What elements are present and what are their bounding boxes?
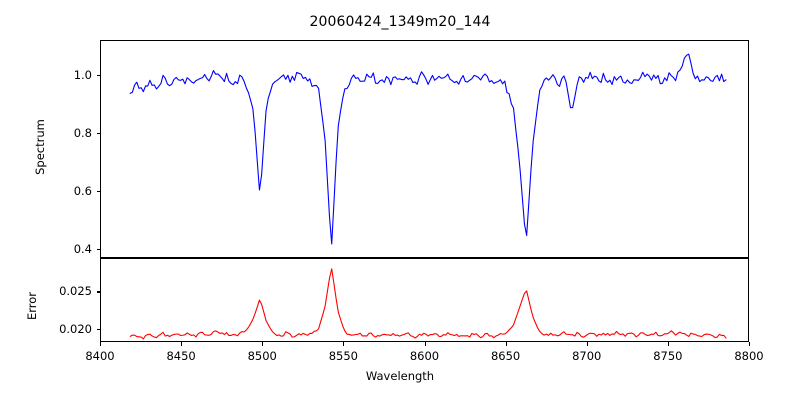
ytick-label: 0.020 [59,321,92,336]
ytick-mark [96,249,100,251]
error-axis-label: Error [25,291,39,321]
error-axes [100,258,749,342]
ytick-mark [96,291,100,293]
ytick-label: 0.8 [73,126,92,140]
ytick-mark [96,328,100,330]
figure-title: 20060424_1349m20_144 [309,14,491,30]
ytick-label: 0.6 [73,184,92,199]
ytick-mark [96,191,100,193]
xtick-mark [343,342,345,346]
error-plot-line [129,268,727,340]
xtick-label: 8450 [166,349,196,363]
xtick-label: 8500 [247,349,277,363]
xtick-label: 8700 [572,349,602,363]
spectrum-plot-line [129,53,727,245]
ytick-mark [96,74,100,76]
spectrum-axes [100,40,749,258]
ytick-label: 0.025 [59,284,92,299]
xtick-mark [586,342,588,346]
xtick-mark [424,342,426,346]
xtick-label: 8800 [734,349,764,363]
xtick-label: 8400 [85,349,115,363]
xtick-mark [505,342,507,346]
ytick-label: 0.4 [73,242,92,257]
ytick-mark [96,133,100,135]
xtick-mark [667,342,669,346]
xtick-mark [749,342,751,346]
spectrum-axis-label: Spectrum [33,119,47,175]
xtick-label: 8550 [328,349,359,363]
xtick-mark [100,342,102,346]
ytick-label: 1.0 [73,67,92,82]
wavelength-axis-label: Wavelength [365,369,435,383]
xtick-label: 8600 [409,349,440,363]
xtick-mark [181,342,183,346]
xtick-label: 8650 [490,349,521,363]
xtick-mark [262,342,264,346]
xtick-label: 8750 [653,349,683,363]
